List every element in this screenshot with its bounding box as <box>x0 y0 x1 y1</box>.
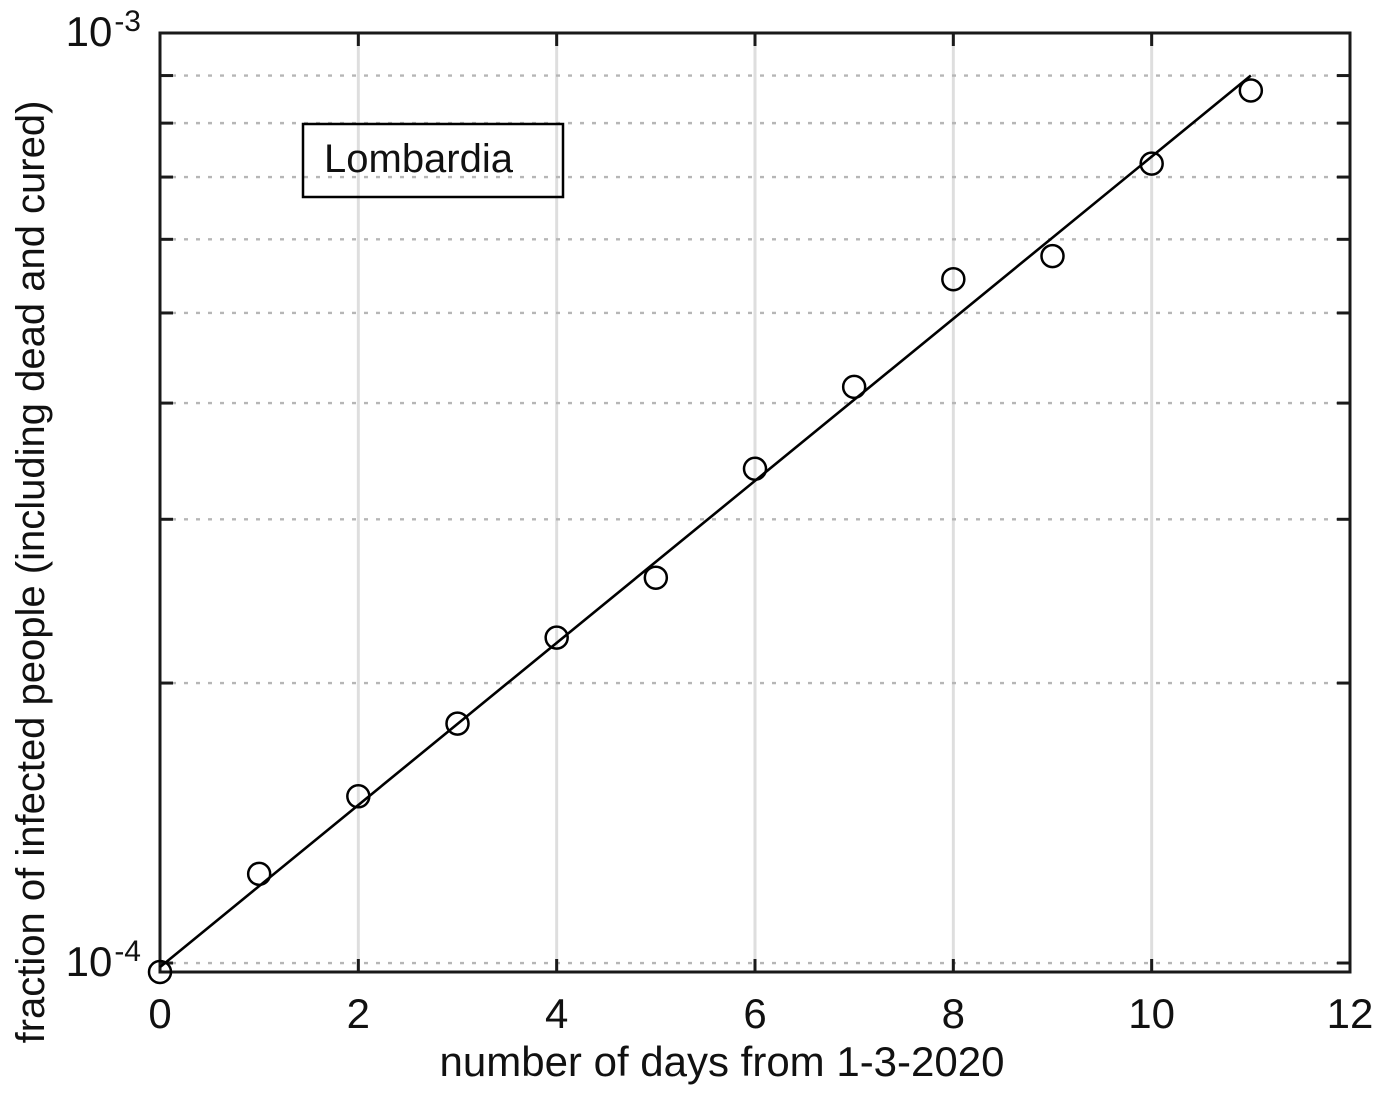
x-tick-label: 4 <box>545 990 568 1037</box>
data-point <box>544 625 569 650</box>
data-point <box>1139 151 1164 176</box>
x-tick-label: 0 <box>148 990 171 1037</box>
x-tick-label: 2 <box>347 990 370 1037</box>
data-point <box>841 374 867 400</box>
y-tick-label: 10-3 <box>66 5 141 55</box>
data-point <box>643 565 669 590</box>
annotation-border <box>301 122 565 199</box>
data-point <box>941 266 966 292</box>
tick-layer <box>158 33 1352 972</box>
data-point <box>346 784 371 809</box>
data-point <box>1238 78 1264 103</box>
annotation-label: Lombardia <box>324 137 514 181</box>
grid-layer <box>160 33 1350 972</box>
data-point <box>147 959 173 985</box>
data-point <box>246 861 272 887</box>
fit-line <box>159 74 1252 969</box>
y-tick-label: 10-4 <box>66 935 141 985</box>
x-tick-label: 10 <box>1128 990 1175 1037</box>
x-tick-label: 8 <box>942 990 965 1037</box>
data-point <box>445 711 470 736</box>
y-axis-label: fraction of infected people (including d… <box>9 101 53 1044</box>
x-tick-label: 12 <box>1327 990 1374 1037</box>
annotation-box: Lombardia <box>301 122 565 199</box>
data-point <box>742 456 768 481</box>
x-tick-label: 6 <box>743 990 766 1037</box>
tick-label-layer: 0 2 4 6 8 10 12 10-3 10-4 <box>66 5 1374 1037</box>
data-series <box>147 74 1264 985</box>
x-axis-label: number of days from 1-3-2020 <box>440 1038 1005 1085</box>
data-point <box>1040 243 1065 269</box>
